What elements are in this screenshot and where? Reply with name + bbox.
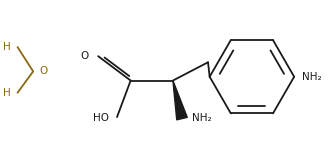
Polygon shape (173, 81, 187, 120)
Text: NH₂: NH₂ (192, 113, 212, 123)
Text: NH₂: NH₂ (302, 72, 322, 82)
Text: O: O (81, 51, 89, 61)
Text: H: H (3, 88, 10, 98)
Text: HO: HO (93, 113, 109, 123)
Text: O: O (40, 66, 48, 76)
Text: H: H (3, 42, 10, 52)
